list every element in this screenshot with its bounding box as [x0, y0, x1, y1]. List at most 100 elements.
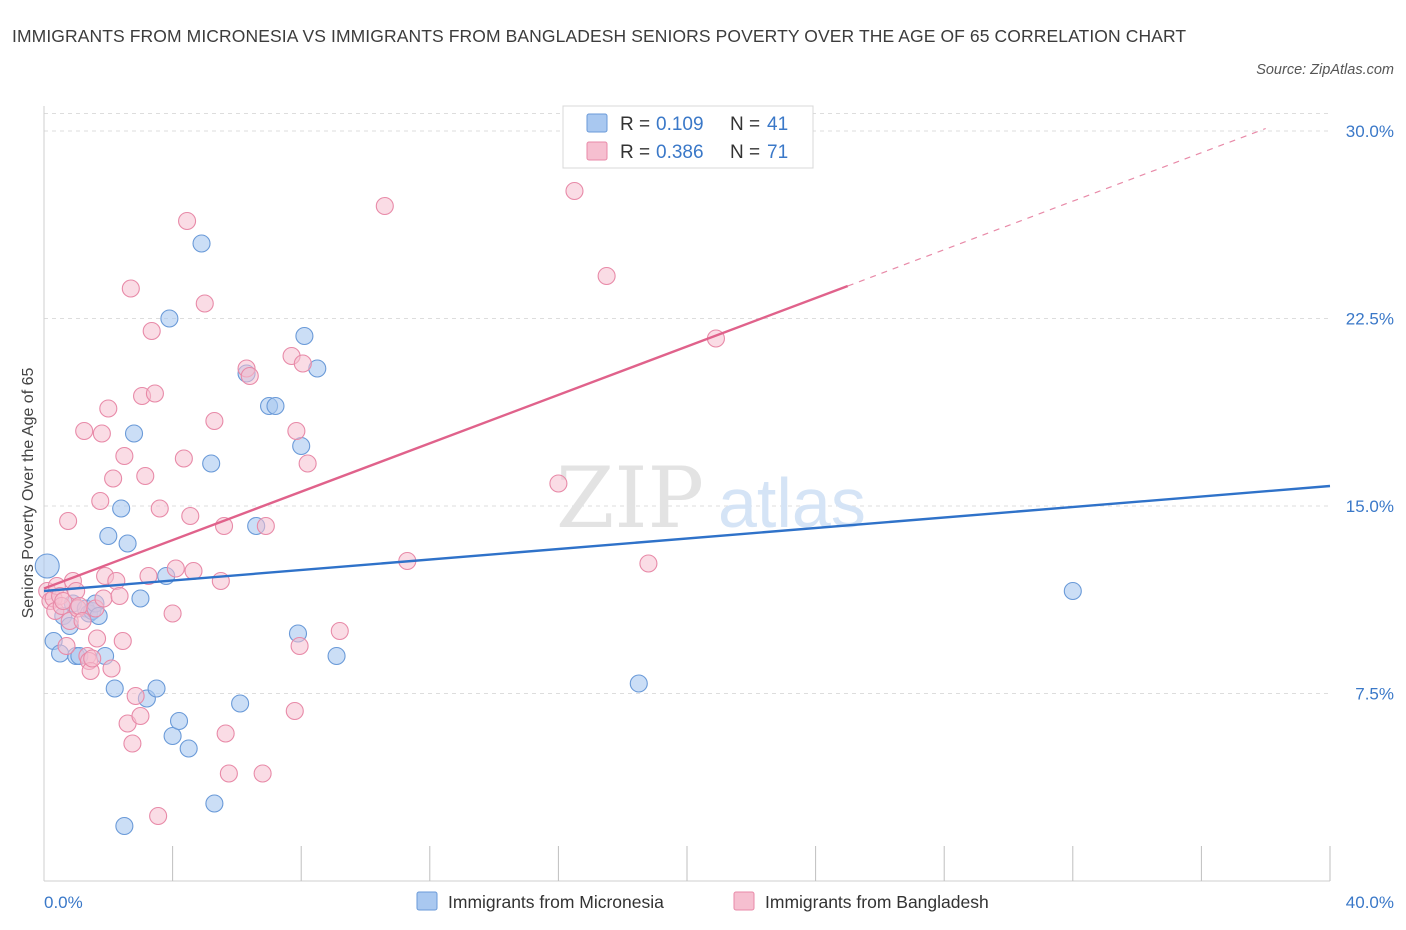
bottom-legend-label-bangladesh: Immigrants from Bangladesh	[765, 892, 989, 912]
data-point-micronesia	[327, 646, 346, 666]
x-tick-label-min: 0.0%	[44, 893, 83, 912]
data-point-bangladesh	[298, 454, 317, 473]
data-point-bangladesh	[216, 724, 235, 743]
data-point-bangladesh	[99, 399, 118, 418]
series-legend: Immigrants from Micronesia Immigrants fr…	[416, 891, 989, 912]
data-point-micronesia	[179, 739, 198, 758]
data-point-micronesia	[231, 694, 250, 713]
data-point-micronesia	[105, 679, 124, 698]
data-point-bangladesh	[163, 604, 182, 623]
legend-r-value-bangladesh: 0.386	[656, 142, 704, 163]
watermark-zip: ZIP	[556, 449, 704, 547]
data-point-bangladesh	[597, 266, 616, 286]
source-label: Source: ZipAtlas.com	[1256, 62, 1394, 78]
legend-n-value-bangladesh: 71	[767, 142, 788, 163]
data-point-micronesia	[34, 553, 60, 579]
y-tick-label: 15.0%	[1346, 497, 1394, 516]
data-point-micronesia	[112, 499, 131, 518]
trend-line-bangladesh	[43, 284, 849, 590]
data-point-bangladesh	[184, 561, 203, 581]
data-point-micronesia	[124, 424, 144, 443]
data-point-bangladesh	[330, 621, 349, 641]
stats-legend: R = 0.109 N = 41 R = 0.386 N = 71	[562, 105, 814, 169]
data-point-bangladesh	[54, 591, 73, 611]
data-point-micronesia	[292, 436, 311, 456]
chart-title: IMMIGRANTS FROM MICRONESIA VS IMMIGRANTS…	[12, 26, 1187, 46]
trend-line-micronesia	[43, 484, 1331, 593]
data-point-bangladesh	[149, 806, 168, 826]
data-point-bangladesh	[123, 734, 142, 753]
data-point-bangladesh	[126, 686, 145, 706]
data-point-bangladesh	[70, 596, 89, 616]
data-point-bangladesh	[110, 586, 129, 606]
data-point-bangladesh	[121, 279, 140, 298]
y-axis-label: Seniors Poverty Over the Age of 65	[20, 368, 37, 619]
legend-r-label-micronesia: R =	[620, 114, 650, 135]
data-point-bangladesh	[91, 491, 110, 511]
data-point-bangladesh	[83, 649, 102, 668]
data-point-bangladesh	[67, 581, 86, 601]
data-point-bangladesh	[136, 466, 155, 486]
trend-line-bangladesh-extension	[847, 127, 1266, 287]
data-point-bangladesh	[285, 701, 304, 721]
data-point-bangladesh	[240, 366, 259, 386]
data-point-bangladesh	[92, 424, 111, 443]
data-point-micronesia	[192, 234, 211, 253]
data-point-bangladesh	[181, 506, 200, 526]
data-point-bangladesh	[142, 321, 161, 341]
data-point-micronesia	[115, 816, 134, 836]
legend-n-label-bangladesh: N =	[730, 142, 760, 163]
y-tick-label: 7.5%	[1355, 685, 1394, 704]
data-point-bangladesh	[166, 559, 185, 578]
data-point-micronesia	[131, 589, 150, 608]
data-point-micronesia	[160, 309, 179, 328]
data-point-bangladesh	[131, 706, 150, 726]
data-point-bangladesh	[256, 516, 275, 536]
data-point-bangladesh	[565, 181, 584, 201]
data-point-bangladesh	[102, 659, 121, 678]
data-point-micronesia	[205, 794, 224, 813]
y-tick-label: 22.5%	[1346, 310, 1394, 329]
data-point-bangladesh	[139, 566, 158, 586]
data-point-micronesia	[1063, 581, 1082, 601]
data-point-bangladesh	[178, 211, 197, 231]
data-point-micronesia	[202, 454, 221, 473]
grid-lines	[44, 113, 1330, 694]
data-point-bangladesh	[107, 571, 126, 591]
legend-r-value-micronesia: 0.109	[656, 114, 704, 135]
data-point-bangladesh	[57, 636, 76, 656]
data-point-micronesia	[629, 674, 648, 693]
data-point-bangladesh	[87, 629, 107, 648]
data-point-micronesia	[99, 526, 118, 546]
data-point-micronesia	[147, 679, 166, 698]
data-point-bangladesh	[115, 446, 134, 466]
data-point-bangladesh	[195, 294, 214, 313]
data-point-bangladesh	[639, 554, 658, 573]
data-point-bangladesh	[94, 589, 113, 608]
trend-lines	[43, 127, 1331, 593]
data-point-bangladesh	[113, 631, 132, 651]
data-point-micronesia	[266, 396, 285, 416]
legend-n-value-micronesia: 41	[767, 114, 788, 135]
data-point-bangladesh	[549, 474, 568, 493]
data-point-bangladesh	[205, 411, 224, 431]
data-point-bangladesh	[73, 611, 92, 631]
data-point-bangladesh	[287, 421, 306, 441]
data-point-bangladesh	[253, 764, 272, 783]
y-tick-label: 30.0%	[1346, 122, 1394, 141]
legend-n-label-micronesia: N =	[730, 114, 760, 135]
bottom-legend-label-micronesia: Immigrants from Micronesia	[448, 892, 664, 912]
data-point-bangladesh	[375, 196, 394, 216]
data-point-bangladesh	[293, 354, 312, 373]
legend-swatch-bangladesh	[586, 141, 608, 161]
x-axis-ticks	[172, 846, 1331, 881]
data-point-bangladesh	[59, 511, 78, 531]
data-point-bangladesh	[104, 469, 123, 488]
data-point-micronesia	[295, 326, 314, 346]
data-point-micronesia	[118, 534, 137, 553]
legend-r-label-bangladesh: R =	[620, 142, 650, 163]
data-point-bangladesh	[150, 499, 169, 518]
series-bangladesh-points	[38, 181, 725, 826]
data-point-bangladesh	[219, 764, 238, 783]
